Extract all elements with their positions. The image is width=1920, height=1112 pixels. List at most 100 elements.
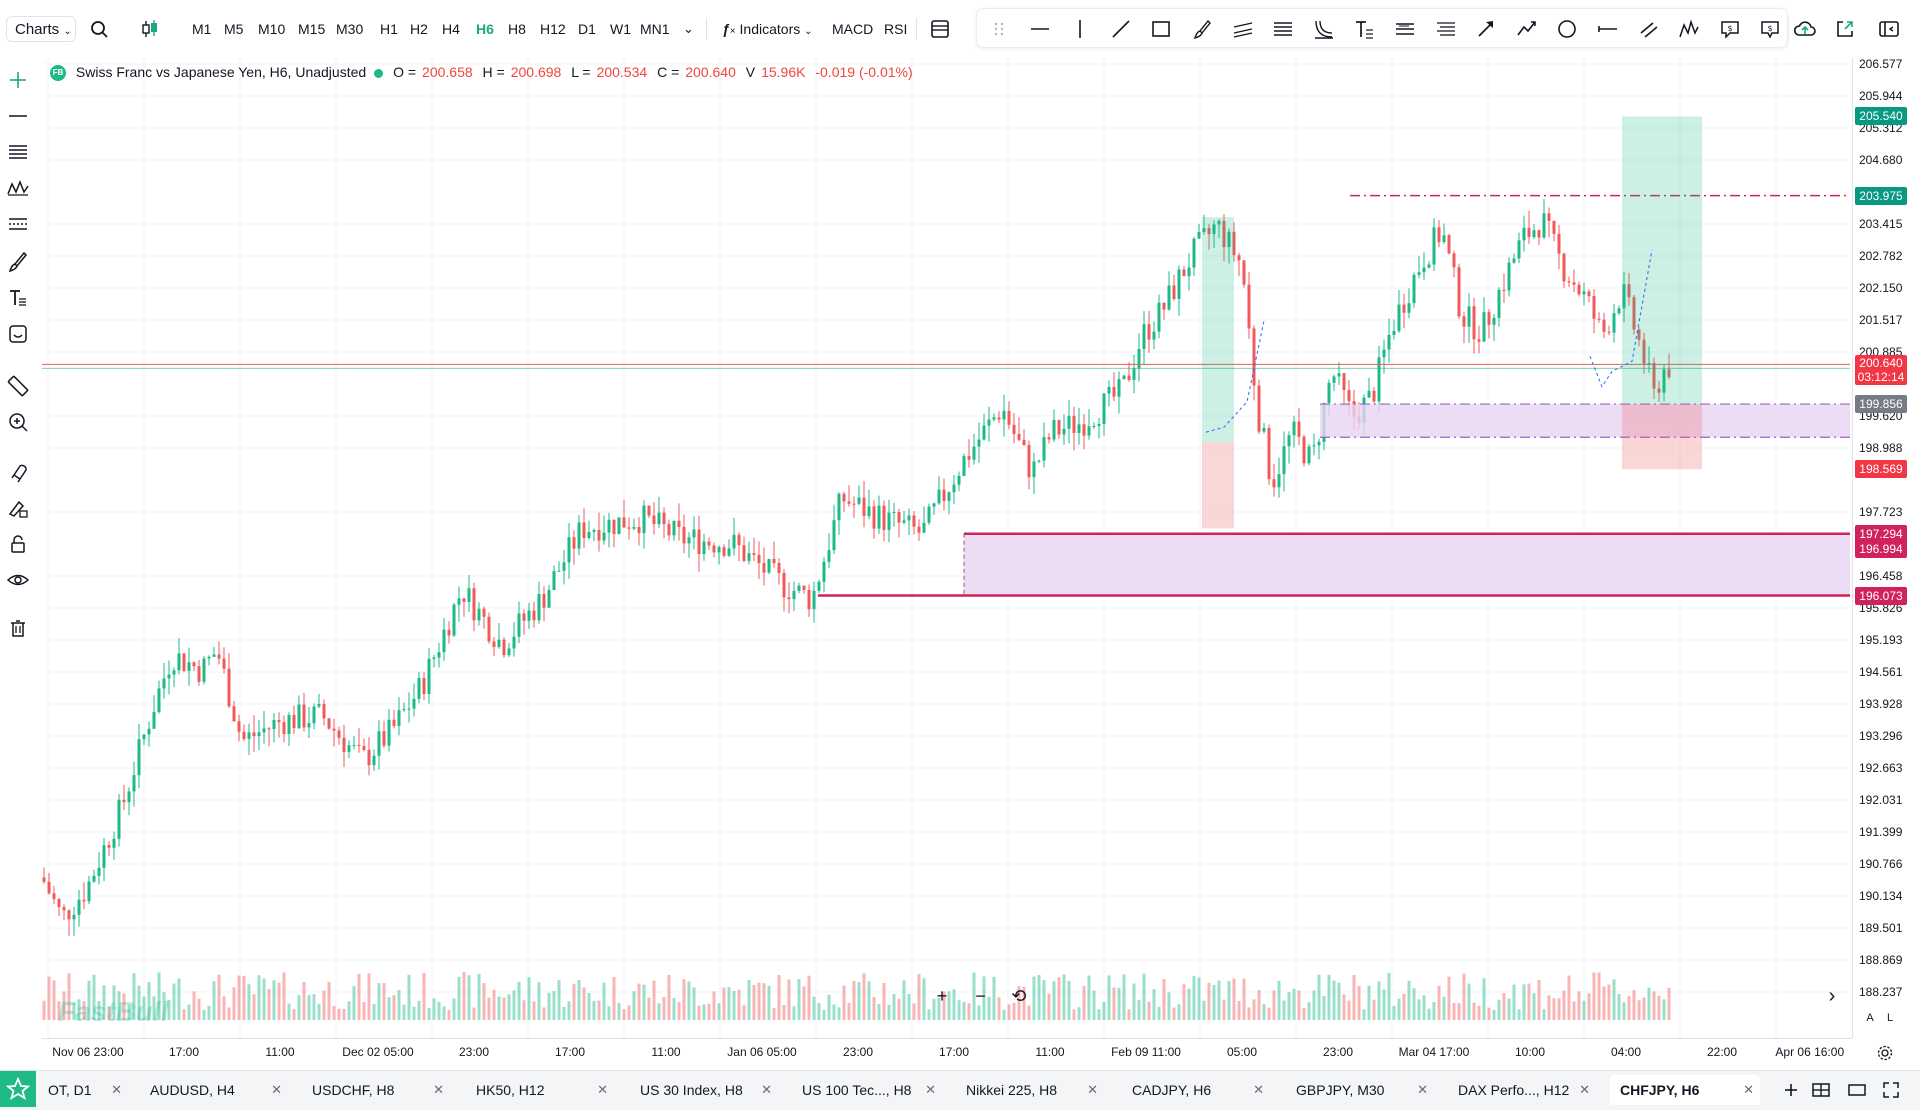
tab-nikkei-225-h8[interactable]: Nikkei 225, H8 ✕ [956, 1075, 1104, 1105]
zoom-out-button[interactable]: − [975, 986, 986, 1006]
arrow-icon[interactable] [1474, 17, 1498, 41]
reset-zoom-button[interactable]: ⟲ [1011, 986, 1027, 1006]
chart-area[interactable] [42, 58, 1850, 1038]
single-layout-icon[interactable] [1846, 1079, 1868, 1101]
close-icon[interactable]: ✕ [1579, 1082, 1590, 1097]
tab-gbpjpy-m30[interactable]: GBPJPY, M30 ✕ [1286, 1075, 1434, 1105]
candlestick-type-icon[interactable] [140, 16, 160, 42]
fib-fan-icon[interactable] [1312, 17, 1336, 41]
gann-icon[interactable] [1434, 17, 1458, 41]
timeframe-h8[interactable]: H8 [508, 21, 526, 37]
close-icon[interactable]: ✕ [1743, 1082, 1754, 1097]
emoji-icon[interactable] [4, 320, 32, 348]
tab-usdchf-h8[interactable]: USDCHF, H8 ✕ [302, 1075, 450, 1105]
horizontal-line-icon[interactable] [1028, 17, 1052, 41]
timeframe-m15[interactable]: M15 [298, 21, 326, 37]
timeframe-h6[interactable]: H6 [476, 21, 494, 37]
cloud-save-icon[interactable] [1792, 16, 1818, 42]
symbol-title[interactable]: Swiss Franc vs Japanese Yen, H6, Unadjus… [75, 64, 367, 80]
charts-menu-button[interactable]: Charts ⌄ [6, 16, 76, 42]
close-icon[interactable]: ✕ [1417, 1082, 1428, 1097]
tab-cadjpy-h6[interactable]: CADJPY, H6 ✕ [1122, 1075, 1270, 1105]
timeframe-h12[interactable]: H12 [540, 21, 566, 37]
timeframe-m10[interactable]: M10 [258, 21, 286, 37]
close-icon[interactable]: ✕ [271, 1082, 282, 1097]
tab-us-100-tec-h8[interactable]: US 100 Tec..., H8 ✕ [792, 1075, 942, 1105]
pattern-icon[interactable] [1677, 17, 1701, 41]
drag-handle-icon[interactable] [987, 17, 1011, 41]
multi-layout-icon[interactable] [1810, 1079, 1832, 1101]
add-tab-icon[interactable] [1780, 1079, 1802, 1101]
timeframe-h4[interactable]: H4 [442, 21, 460, 37]
tab-ot-d1[interactable]: OT, D1 ✕ [38, 1075, 128, 1105]
close-icon[interactable]: ✕ [1253, 1082, 1264, 1097]
close-icon[interactable]: ✕ [111, 1082, 122, 1097]
macd-button[interactable]: MACD [832, 21, 874, 37]
favorites-star-icon[interactable] [0, 1071, 36, 1107]
circle-icon[interactable] [1555, 17, 1579, 41]
close-icon[interactable]: ✕ [433, 1082, 444, 1097]
gear-icon[interactable] [1876, 1044, 1894, 1062]
horizontal-line-icon[interactable] [4, 102, 32, 130]
tab-chfjpy-h6[interactable]: CHFJPY, H6 ✕ [1610, 1075, 1760, 1105]
parallel-channel-icon[interactable] [4, 210, 32, 238]
ruler-icon[interactable] [4, 372, 32, 400]
crosshair-icon[interactable] [4, 66, 32, 94]
ray-icon[interactable] [1596, 17, 1620, 41]
pattern-icon[interactable] [4, 174, 32, 202]
price-note-icon[interactable]: $ [1718, 17, 1742, 41]
zoom-in-button[interactable]: + [936, 986, 948, 1006]
indicators-button[interactable]: ƒ× Indicators ⌄ [722, 21, 813, 37]
tab-us-30-index-h8[interactable]: US 30 Index, H8 ✕ [630, 1075, 778, 1105]
timeframe-w1[interactable]: W1 [610, 21, 631, 37]
fullscreen-icon[interactable] [1876, 16, 1902, 42]
layout-icon[interactable] [930, 16, 950, 42]
pitchfork-icon[interactable] [1393, 17, 1417, 41]
parallel-lines-icon[interactable] [1637, 17, 1661, 41]
timeframe-m30[interactable]: M30 [336, 21, 364, 37]
rectangle-icon[interactable] [1149, 17, 1173, 41]
time-axis[interactable]: Nov 06 23:00 17:00 11:00 Dec 02 05:00 23:00 1… [42, 1038, 1852, 1064]
timeframe-m5[interactable]: M5 [224, 21, 244, 37]
eye-icon[interactable] [4, 566, 32, 594]
fib-retracement-icon[interactable] [4, 138, 32, 166]
bar-countdown: 03:12:14 [1857, 370, 1905, 385]
magnet-icon[interactable] [4, 458, 32, 486]
brush-icon[interactable] [4, 248, 32, 276]
close-icon[interactable]: ✕ [761, 1082, 772, 1097]
log-scale-button[interactable]: L [1886, 1012, 1894, 1024]
price-axis[interactable]: 206.577 205.944 205.312 204.680 203.415 202.7… [1852, 57, 1920, 1038]
price-label-icon[interactable]: $ [1758, 17, 1782, 41]
timeframe-d1[interactable]: D1 [578, 21, 596, 37]
path-icon[interactable] [1515, 17, 1539, 41]
trend-line-icon[interactable] [1109, 17, 1133, 41]
timeframe-m1[interactable]: M1 [192, 21, 212, 37]
zoom-in-icon[interactable] [4, 408, 32, 436]
price-chart[interactable] [42, 58, 1850, 1038]
close-icon[interactable]: ✕ [1087, 1082, 1098, 1097]
close-icon[interactable]: ✕ [597, 1082, 608, 1097]
timeframe-h1[interactable]: H1 [380, 21, 398, 37]
tab-dax-perfo-h12[interactable]: DAX Perfo..., H12 ✕ [1448, 1075, 1596, 1105]
lock-drawings-icon[interactable] [4, 494, 32, 522]
text-tool-icon[interactable] [4, 284, 32, 312]
lock-icon[interactable] [4, 530, 32, 558]
share-icon[interactable] [1832, 16, 1858, 42]
tab-audusd-h4[interactable]: AUDUSD, H4 ✕ [140, 1075, 288, 1105]
trash-icon[interactable] [4, 614, 32, 642]
rsi-button[interactable]: RSI [884, 21, 908, 37]
timeframe-h2[interactable]: H2 [410, 21, 428, 37]
search-icon[interactable] [90, 16, 110, 42]
vertical-line-icon[interactable] [1068, 17, 1092, 41]
fib-retracement-icon[interactable] [1271, 17, 1295, 41]
brush-icon[interactable] [1190, 17, 1214, 41]
close-icon[interactable]: ✕ [925, 1082, 936, 1097]
text-tool-icon[interactable] [1352, 17, 1376, 41]
expand-icon[interactable] [1880, 1079, 1902, 1101]
chevron-down-icon[interactable]: ⌄ [683, 21, 694, 36]
auto-scale-button[interactable]: A [1866, 1012, 1874, 1024]
tab-hk50-h12[interactable]: HK50, H12 ✕ [466, 1075, 614, 1105]
parallel-channel-icon[interactable] [1231, 17, 1255, 41]
timeframe-mn1[interactable]: MN1 [640, 21, 670, 37]
scroll-to-latest-button[interactable]: › [1828, 985, 1836, 1007]
